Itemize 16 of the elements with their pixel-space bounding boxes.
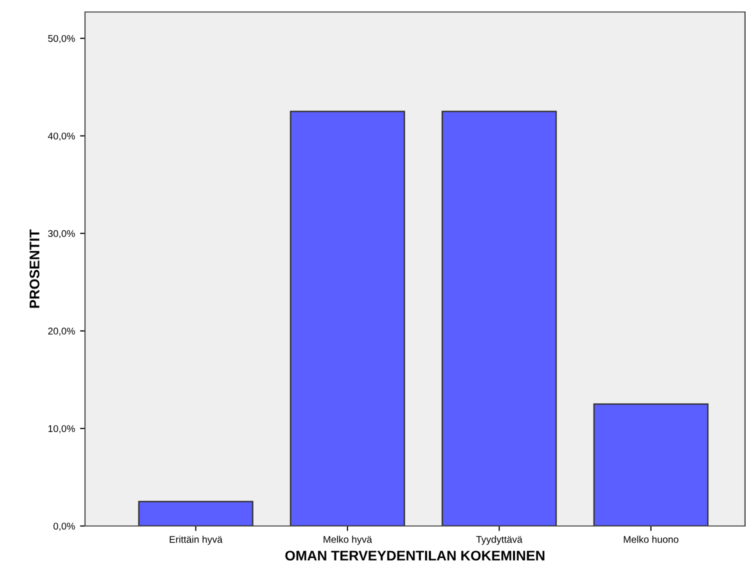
y-tick-label: 20,0% bbox=[48, 328, 75, 336]
bar bbox=[138, 500, 254, 526]
y-tick-label: 40,0% bbox=[48, 132, 75, 141]
y-tick-label: 30,0% bbox=[48, 230, 75, 238]
x-tick-label: Melko huono bbox=[624, 536, 678, 543]
y-tick-label: 10,0% bbox=[48, 425, 75, 434]
bar bbox=[593, 403, 709, 526]
y-tick-label: 0,0% bbox=[54, 522, 75, 531]
y-tick-label: 50,0% bbox=[48, 35, 75, 44]
y-axis-title: PROSENTIT bbox=[30, 229, 40, 308]
x-tick-label: Tyydyttävä bbox=[476, 536, 522, 545]
bar bbox=[442, 110, 557, 526]
x-axis-title: OMAN TERVEYDENTILAN KOKEMINEN bbox=[285, 550, 544, 561]
bar bbox=[290, 110, 406, 526]
x-tick-label: Melko hyvä bbox=[324, 536, 372, 545]
x-tick-label: Erittäin hyvä bbox=[170, 536, 223, 545]
